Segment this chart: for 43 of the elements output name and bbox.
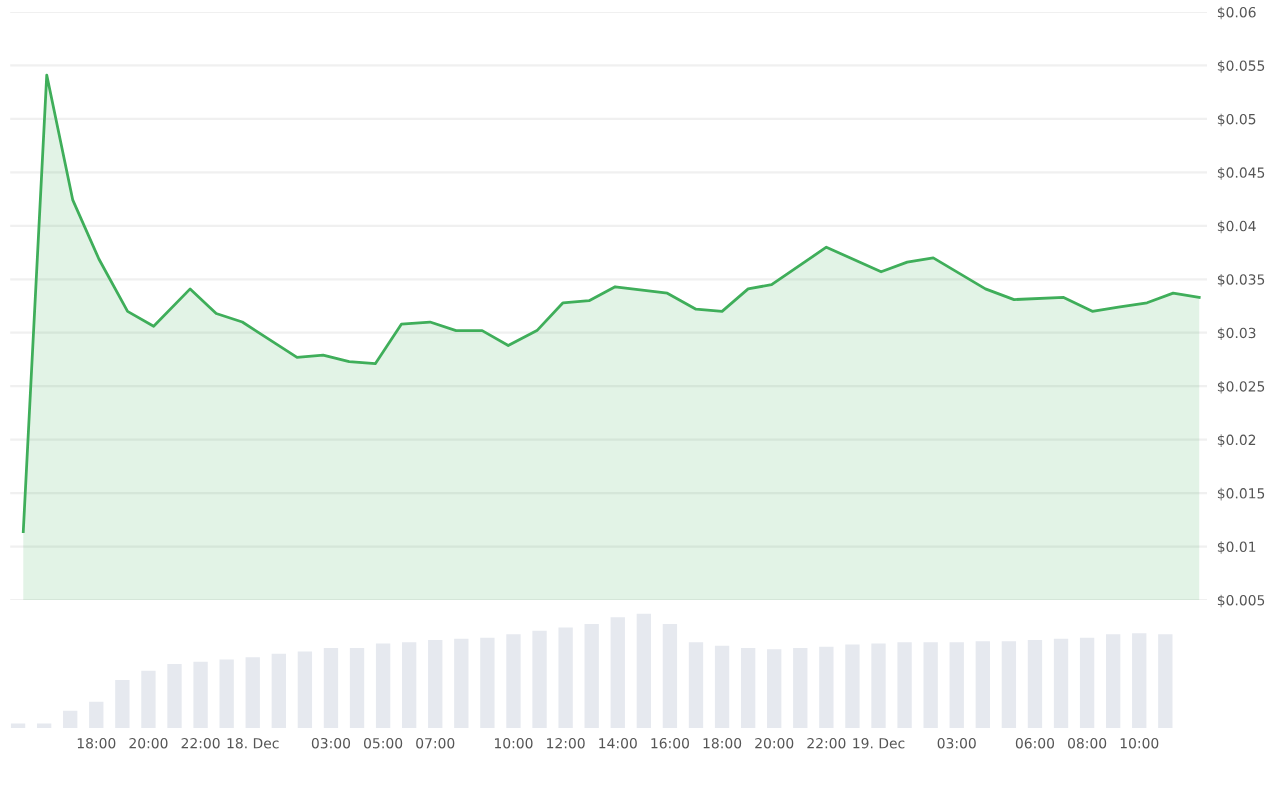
bar	[63, 710, 78, 728]
bar	[558, 627, 573, 728]
bar	[115, 680, 130, 728]
bar	[89, 701, 104, 728]
bar	[897, 642, 912, 728]
bar	[167, 664, 182, 728]
bar	[1001, 641, 1017, 728]
bar	[1027, 640, 1043, 728]
bar	[767, 649, 782, 728]
bar	[636, 613, 652, 728]
bar	[480, 637, 495, 728]
bar	[506, 634, 521, 728]
bar	[193, 661, 208, 728]
bar	[428, 640, 443, 728]
bar	[323, 648, 339, 728]
bar	[845, 644, 860, 728]
bar	[584, 624, 599, 728]
bar	[1106, 634, 1121, 728]
bar	[688, 642, 704, 728]
bar	[141, 670, 156, 728]
bar	[402, 642, 417, 728]
bar	[349, 648, 365, 728]
bar	[1053, 638, 1069, 728]
bar	[871, 643, 886, 728]
bar	[271, 653, 286, 728]
bar	[714, 645, 730, 728]
bar	[375, 643, 391, 728]
bar	[297, 651, 313, 728]
bar	[975, 641, 990, 728]
bar	[793, 648, 808, 728]
bar	[1079, 637, 1095, 728]
bar	[1132, 633, 1147, 728]
bar	[610, 617, 625, 728]
bar	[454, 638, 469, 728]
bar	[949, 642, 964, 728]
bar	[1158, 634, 1173, 728]
bar	[245, 657, 260, 728]
bar	[219, 659, 234, 728]
bar	[923, 642, 938, 728]
bar	[740, 648, 756, 728]
bar	[532, 630, 547, 728]
bar	[662, 624, 678, 728]
bar	[819, 646, 834, 728]
